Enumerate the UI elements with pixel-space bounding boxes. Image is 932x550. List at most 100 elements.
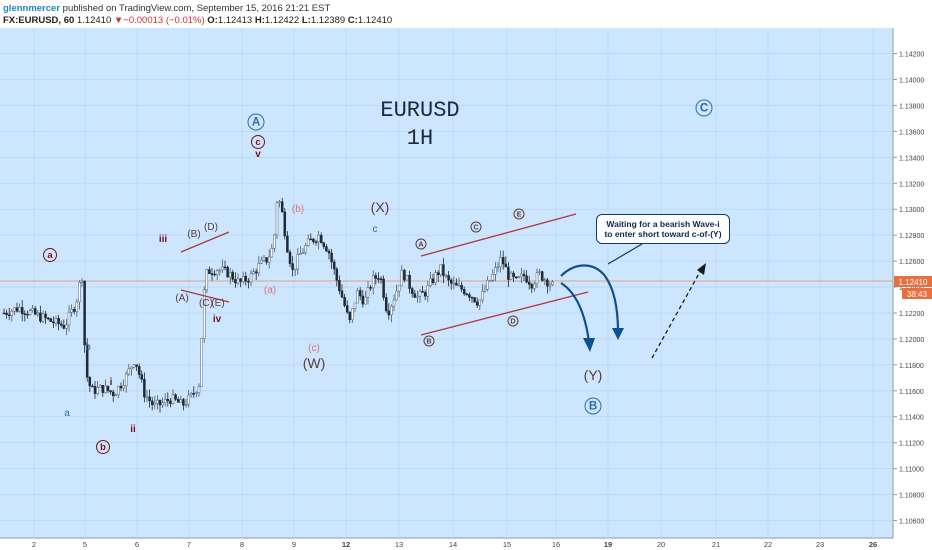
candle-body — [161, 402, 164, 406]
candle-body — [236, 278, 240, 284]
wave-label: c — [255, 136, 260, 147]
candle-body — [176, 399, 180, 403]
x-tick-label: 15 — [503, 540, 511, 549]
x-tick-label: 6 — [135, 540, 139, 549]
candle-body — [205, 269, 209, 291]
candle-body — [174, 394, 177, 400]
candle-body — [88, 376, 92, 387]
candle-body — [304, 245, 307, 253]
wave-label-circle — [43, 248, 57, 262]
wave-label-circle — [247, 113, 265, 131]
candle-body — [444, 275, 448, 277]
candle-body — [397, 285, 401, 292]
x-tick-label: 9 — [292, 540, 296, 549]
x-tick-label: 12 — [342, 540, 350, 549]
candle-body — [327, 250, 331, 254]
candle-body — [85, 344, 89, 378]
candle-body — [101, 385, 105, 393]
candle-body — [72, 309, 76, 312]
candle-body — [301, 252, 305, 254]
author-link[interactable]: glennmercer — [3, 3, 61, 14]
candle-body — [46, 317, 50, 320]
candle-body — [358, 290, 362, 297]
candle-body — [278, 201, 281, 204]
candle-body — [114, 394, 118, 397]
wave-label: c — [373, 224, 378, 235]
candle-body — [156, 399, 159, 404]
candle-body — [33, 308, 37, 315]
candle-body — [119, 385, 123, 389]
wave-label: (X) — [371, 199, 390, 215]
x-tick-label: 5 — [83, 540, 87, 549]
candle-body — [455, 282, 458, 286]
wave-label-circle — [695, 99, 713, 117]
candle-body — [335, 268, 339, 281]
price-change: ▼−0.00013 (−0.01%) — [113, 15, 205, 26]
candle-body — [483, 289, 487, 292]
candle-body — [343, 296, 346, 306]
candle-body — [36, 312, 40, 315]
candle-body — [338, 280, 341, 292]
candle-body — [306, 238, 310, 247]
last-price: 1.12410 — [76, 15, 112, 26]
wave-label: (b) — [292, 204, 304, 215]
wave-label: E — [517, 209, 522, 218]
wave-label-circle — [470, 221, 482, 233]
wave-label: (C) — [199, 298, 213, 309]
y-tick-label: 1.13800 — [899, 103, 924, 110]
candle-body — [366, 287, 370, 298]
wave-label: A — [418, 239, 424, 248]
candle-body — [234, 279, 237, 284]
candle-body — [283, 211, 287, 237]
candle-body — [104, 385, 107, 393]
candle-body — [197, 386, 201, 393]
publish-info: published on TradingView.com, September … — [62, 3, 331, 14]
y-tick-label: 1.13200 — [899, 181, 924, 188]
candle-body — [387, 310, 391, 316]
candle-body — [309, 238, 313, 241]
candle-body — [182, 399, 185, 406]
close-value: 1.12410 — [357, 15, 393, 26]
open-label: O: — [207, 15, 218, 26]
wave-label: C — [473, 222, 479, 231]
candle-body — [512, 272, 515, 278]
wave-label: D — [510, 316, 515, 325]
y-tick-label: 1.13400 — [899, 155, 924, 162]
grid — [0, 28, 893, 538]
candle-body — [122, 385, 125, 389]
wave-label: v — [255, 149, 261, 160]
wave-label: iv — [213, 314, 222, 325]
candle-body — [109, 390, 112, 393]
candle-body — [395, 290, 398, 301]
candle-body — [280, 201, 284, 213]
candle-body — [150, 400, 154, 406]
candle-body — [252, 271, 255, 275]
candle-body — [171, 394, 175, 404]
wave-label: b — [85, 342, 91, 353]
candle-body — [166, 398, 170, 402]
channel-upper-line — [420, 213, 577, 257]
candle-body — [421, 291, 424, 293]
y-tick-label: 1.10800 — [899, 493, 924, 500]
candle-body — [509, 272, 513, 280]
candle-body — [124, 373, 128, 386]
ohlc-line: FX:EURUSD, 60 1.12410 ▼−0.00013 (−0.01%)… — [3, 15, 392, 26]
candle-body — [504, 263, 508, 268]
candles — [2, 197, 554, 413]
candle-body — [468, 294, 471, 298]
candle-body — [80, 280, 84, 283]
candle-body — [475, 301, 479, 306]
projection-arrow-up-down — [560, 264, 620, 333]
x-tick-label: 13 — [395, 540, 403, 549]
candle-body — [83, 280, 86, 346]
candle-body — [442, 264, 445, 276]
candle-body — [481, 290, 484, 301]
candle-body — [91, 385, 94, 388]
candle-body — [416, 295, 419, 298]
candle-body — [403, 269, 406, 281]
candle-body — [189, 393, 193, 396]
candle-body — [158, 399, 162, 406]
candle-body — [215, 270, 219, 275]
wave-label: i — [110, 377, 113, 388]
